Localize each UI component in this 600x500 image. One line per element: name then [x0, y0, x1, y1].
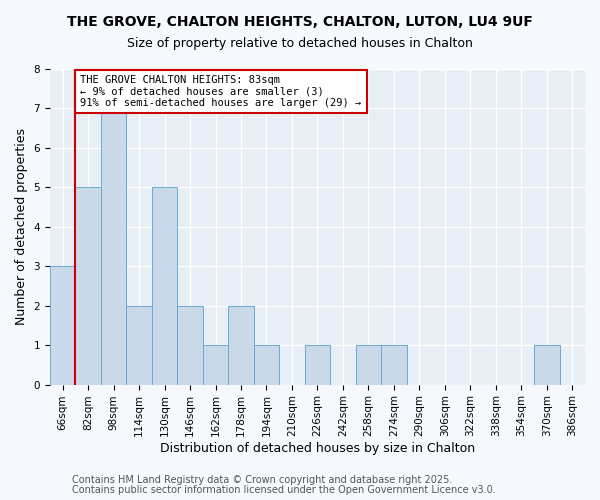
Text: Contains public sector information licensed under the Open Government Licence v3: Contains public sector information licen…: [72, 485, 496, 495]
Bar: [152, 188, 178, 384]
Text: THE GROVE CHALTON HEIGHTS: 83sqm
← 9% of detached houses are smaller (3)
91% of : THE GROVE CHALTON HEIGHTS: 83sqm ← 9% of…: [80, 75, 362, 108]
Bar: [254, 345, 279, 385]
Bar: [534, 345, 560, 385]
Bar: [228, 306, 254, 384]
X-axis label: Distribution of detached houses by size in Chalton: Distribution of detached houses by size …: [160, 442, 475, 455]
Bar: [127, 306, 152, 384]
Bar: [356, 345, 381, 385]
Text: Size of property relative to detached houses in Chalton: Size of property relative to detached ho…: [127, 38, 473, 51]
Bar: [305, 345, 330, 385]
Bar: [101, 108, 127, 384]
Text: Contains HM Land Registry data © Crown copyright and database right 2025.: Contains HM Land Registry data © Crown c…: [72, 475, 452, 485]
Text: THE GROVE, CHALTON HEIGHTS, CHALTON, LUTON, LU4 9UF: THE GROVE, CHALTON HEIGHTS, CHALTON, LUT…: [67, 15, 533, 29]
Bar: [178, 306, 203, 384]
Y-axis label: Number of detached properties: Number of detached properties: [15, 128, 28, 326]
Bar: [76, 188, 101, 384]
Bar: [203, 345, 228, 385]
Bar: [381, 345, 407, 385]
Bar: [50, 266, 76, 384]
